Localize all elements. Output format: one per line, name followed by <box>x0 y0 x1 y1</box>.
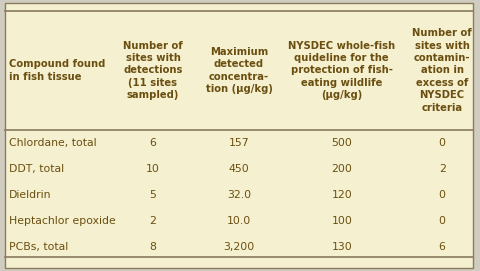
Text: 2: 2 <box>150 216 156 226</box>
Text: PCBs, total: PCBs, total <box>9 242 68 252</box>
Text: 6: 6 <box>439 242 445 252</box>
Text: 450: 450 <box>228 164 250 174</box>
Text: 120: 120 <box>331 190 352 200</box>
Text: 10: 10 <box>146 164 160 174</box>
Text: 200: 200 <box>331 164 352 174</box>
Text: Heptachlor epoxide: Heptachlor epoxide <box>9 216 115 226</box>
Text: Compound found
in fish tissue: Compound found in fish tissue <box>9 59 105 82</box>
Text: 32.0: 32.0 <box>227 190 251 200</box>
Text: 0: 0 <box>439 138 445 148</box>
Text: 100: 100 <box>331 216 352 226</box>
Text: 6: 6 <box>150 138 156 148</box>
Text: Maximium
detected
concentra-
tion (μg/kg): Maximium detected concentra- tion (μg/kg… <box>205 47 273 94</box>
Text: 10.0: 10.0 <box>227 216 251 226</box>
Text: 8: 8 <box>150 242 156 252</box>
Text: 0: 0 <box>439 190 445 200</box>
Text: 0: 0 <box>439 216 445 226</box>
Text: Chlordane, total: Chlordane, total <box>9 138 96 148</box>
Text: 2: 2 <box>439 164 445 174</box>
Text: 5: 5 <box>150 190 156 200</box>
Text: Number of
sites with
contamin-
ation in
excess of
NYSDEC
criteria: Number of sites with contamin- ation in … <box>412 28 472 113</box>
Text: Dieldrin: Dieldrin <box>9 190 51 200</box>
Text: NYSDEC whole-fish
quideline for the
protection of fish-
eating wildlife
(μg/kg): NYSDEC whole-fish quideline for the prot… <box>288 41 396 100</box>
Text: 157: 157 <box>228 138 249 148</box>
Text: 500: 500 <box>331 138 352 148</box>
Text: 3,200: 3,200 <box>223 242 254 252</box>
FancyBboxPatch shape <box>5 3 473 268</box>
Text: DDT, total: DDT, total <box>9 164 64 174</box>
Text: 130: 130 <box>331 242 352 252</box>
Text: Number of
sites with
detections
(11 sites
sampled): Number of sites with detections (11 site… <box>123 41 183 100</box>
